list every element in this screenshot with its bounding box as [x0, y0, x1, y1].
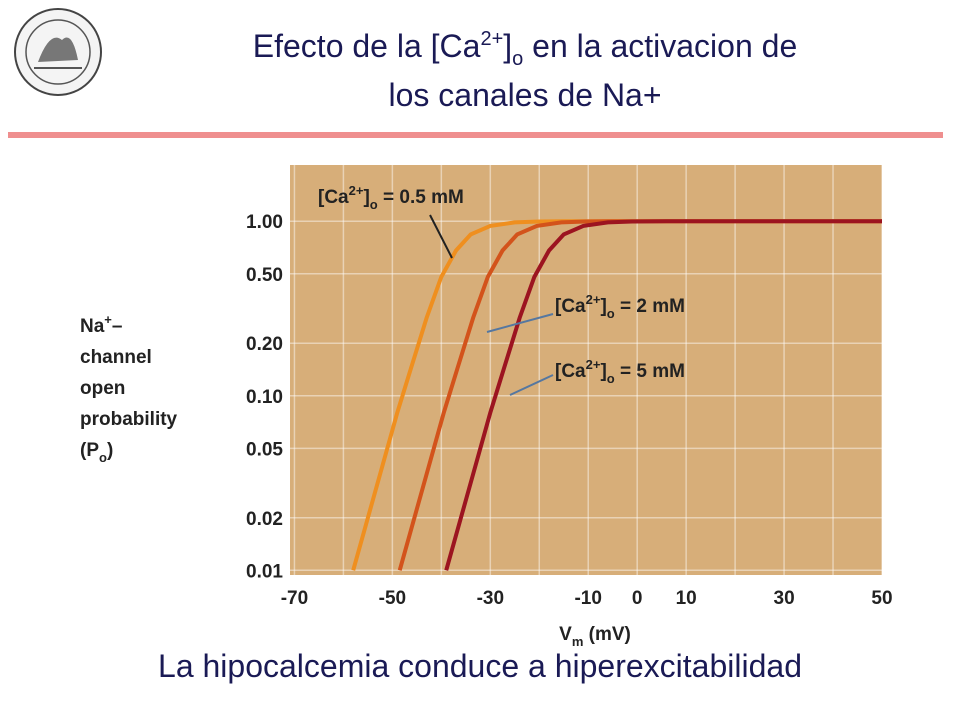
y-axis-label-part: o	[99, 450, 107, 465]
legend-label: [Ca2+]o = 5 mM	[555, 357, 685, 386]
y-tick-label: 0.20	[246, 334, 283, 355]
y-tick-label: 0.10	[246, 387, 283, 408]
y-axis-label: Na+–	[80, 312, 122, 337]
x-axis-label: Vm (mV)	[559, 624, 631, 649]
x-tick-label: -10	[574, 588, 601, 609]
legend-label-part: o	[607, 306, 615, 321]
y-axis-label: channel	[80, 347, 152, 368]
x-tick-label: 0	[632, 588, 643, 609]
legend-label-part: [Ca	[555, 361, 586, 382]
legend-label-part: [Ca	[555, 296, 586, 317]
y-axis-label: open	[80, 378, 125, 399]
legend-label-part: o	[370, 197, 378, 212]
x-axis-label-part: V	[559, 624, 572, 645]
title-line-2: los canales de Na+	[388, 77, 661, 113]
y-axis-label-part: probability	[80, 409, 178, 430]
legend-label-part: = 2 mM	[615, 296, 685, 317]
legend-label-part: 2+	[349, 183, 364, 198]
legend-label-part: [Ca	[318, 187, 349, 208]
y-axis-label-part: –	[112, 316, 123, 337]
legend-label: [Ca2+]o = 2 mM	[555, 292, 685, 321]
legend-label-part: 2+	[586, 292, 601, 307]
leader-line	[509, 374, 554, 396]
x-axis-label-part: (mV)	[583, 624, 631, 645]
legend-label-part: ]	[363, 187, 369, 208]
logo	[14, 8, 102, 96]
series-line	[397, 219, 882, 571]
y-axis-label-part: channel	[80, 347, 152, 368]
y-tick-label: 0.02	[246, 509, 283, 530]
title-line-1: Efecto de la [Ca2+]o en la activacion de	[253, 28, 797, 70]
footer: La hipocalcemia conduce a hiperexcitabil…	[158, 648, 802, 684]
y-axis-label-part: +	[104, 312, 112, 327]
x-tick-label: 50	[871, 588, 892, 609]
y-axis-label-part: (P	[80, 440, 99, 461]
y-axis-label-part: )	[107, 440, 113, 461]
legend-label-part: 2+	[586, 357, 601, 372]
series-line	[351, 219, 882, 571]
legend-label-part: = 0.5 mM	[378, 187, 464, 208]
y-axis-label-part: open	[80, 378, 125, 399]
x-tick-label: -30	[477, 588, 504, 609]
y-axis-label-part: Na	[80, 316, 105, 337]
y-tick-label: 1.00	[246, 212, 283, 233]
y-axis-label: (Po)	[80, 440, 113, 465]
x-tick-label: -70	[281, 588, 308, 609]
legend-label-part: ]	[600, 361, 606, 382]
y-tick-label: 0.01	[246, 561, 283, 582]
legend-label: [Ca2+]o = 0.5 mM	[318, 183, 464, 212]
legend-label-part: = 5 mM	[615, 361, 685, 382]
legend-label-part: ]	[600, 296, 606, 317]
y-axis-label: probability	[80, 409, 178, 430]
leader-line	[429, 214, 453, 259]
series-line	[444, 219, 882, 571]
y-tick-label: 0.05	[246, 439, 283, 460]
leader-line	[486, 313, 554, 333]
x-axis-label-part: m	[572, 634, 584, 649]
x-tick-label: 30	[774, 588, 795, 609]
plot-area	[290, 165, 882, 575]
y-tick-label: 0.50	[246, 265, 283, 286]
chart: 1.00 0.50 0.20 0.10 0.05 0.02 0.01 -70 -50 -30 -10…	[80, 165, 893, 649]
x-tick-label: -50	[379, 588, 406, 609]
x-tick-label: 10	[676, 588, 697, 609]
legend-label-part: o	[607, 371, 615, 386]
